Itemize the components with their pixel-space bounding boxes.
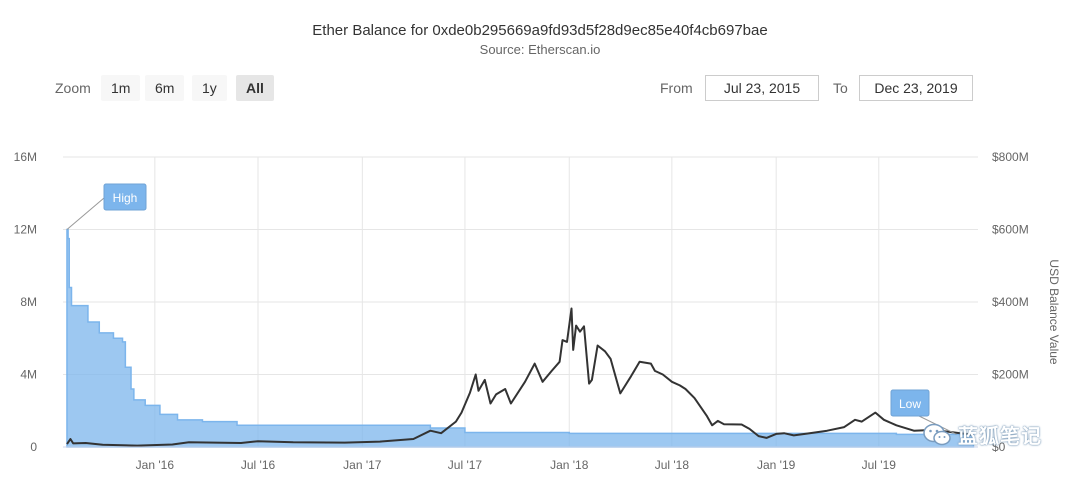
zoom-1m-button[interactable]: 1m: [101, 75, 141, 101]
y-left-tick-label: 4M: [20, 368, 37, 382]
watermark-text: 蓝狐笔记: [958, 426, 1042, 448]
axes: Jan '16 Jul '16 Jan '17 Jul '17 Jan '18 Jul '…: [14, 150, 1061, 472]
flag-high-label: High: [113, 191, 138, 205]
y-left-tick-label: 12M: [14, 223, 37, 237]
y-right-tick-label: $400M: [992, 295, 1029, 309]
y-right-tick-label: $800M: [992, 150, 1029, 164]
x-tick-label: Jul '16: [241, 458, 276, 472]
wechat-icon: [923, 423, 951, 445]
balance-area-series: [66, 228, 975, 448]
from-date-input[interactable]: [705, 75, 819, 101]
to-date-input[interactable]: [859, 75, 973, 101]
y-right-axis-title: USD Balance Value: [1047, 259, 1061, 364]
y-right-tick-label: $0: [992, 440, 1006, 454]
chart-title: Ether Balance for 0xde0b295669a9fd93d5f2…: [312, 22, 768, 39]
flag-high-box: [103, 183, 147, 211]
y-right-tick-label: $600M: [992, 223, 1029, 237]
y-right-tick-label: $200M: [992, 368, 1029, 382]
zoom-label: Zoom: [55, 80, 91, 96]
flags: High Low: [66, 183, 957, 435]
x-tick-label: Jul '19: [862, 458, 897, 472]
flag-low-label: Low: [899, 397, 921, 411]
usd-value-line-series: [66, 307, 974, 447]
zoom-6m-button[interactable]: 6m: [145, 75, 185, 101]
flag-low-box: [890, 389, 930, 417]
zoom-all-button[interactable]: All: [236, 75, 274, 101]
chart-subtitle: Source: Etherscan.io: [479, 42, 601, 57]
x-tick-label: Jan '19: [757, 458, 796, 472]
x-tick-label: Jan '18: [550, 458, 589, 472]
from-label: From: [660, 80, 693, 96]
x-tick-label: Jan '17: [343, 458, 382, 472]
grid: [63, 156, 978, 448]
to-label: To: [833, 80, 848, 96]
y-left-tick-label: 16M: [14, 150, 37, 164]
watermark: 蓝狐笔记: [922, 420, 1042, 449]
y-left-tick-label: 0: [30, 440, 37, 454]
zoom-1y-button[interactable]: 1y: [192, 75, 227, 101]
plot-area: [66, 228, 975, 448]
y-left-tick-label: 8M: [20, 295, 37, 309]
x-tick-label: Jul '18: [655, 458, 690, 472]
flag-connector: [66, 197, 105, 230]
x-tick-label: Jan '16: [136, 458, 175, 472]
x-tick-label: Jul '17: [448, 458, 483, 472]
